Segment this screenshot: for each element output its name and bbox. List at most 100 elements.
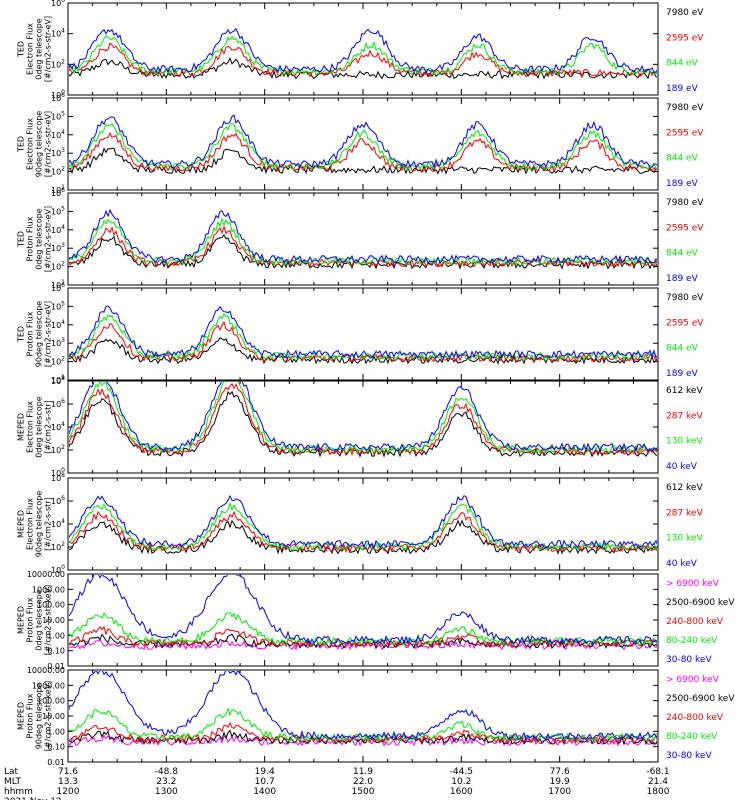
y-tick-label: 100.00 xyxy=(37,601,65,610)
y-tick-label: 103 xyxy=(51,242,65,253)
series-layer xyxy=(69,671,657,747)
legend-entry: 612 keV xyxy=(666,386,703,396)
series-line-7980-ev xyxy=(69,57,657,80)
y-tick-label: 100 xyxy=(51,467,65,478)
x-tick-mlt: 21.4 xyxy=(648,777,668,787)
series-line-30-80-kev xyxy=(69,575,657,645)
series-line-844-ev xyxy=(69,216,657,266)
x-axis-row-label: MLT xyxy=(4,777,22,787)
y-tick-label: 104 xyxy=(51,421,65,432)
x-tick-lat: 77.6 xyxy=(550,767,570,777)
x-tick-hhmm: 1500 xyxy=(352,787,375,797)
series-line-2595-ev xyxy=(69,132,657,173)
series-line-240-800-kev xyxy=(69,721,657,745)
legend-entry: 40 keV xyxy=(666,559,698,569)
panel-4: 101 102 103 104 105 106 TED Proton Flux 90deg te… xyxy=(17,282,705,385)
y-axis-label: MEPED Proton Flux 0deg telescope [#/cm2-s-s… xyxy=(17,585,53,656)
legend-entry: 130 keV xyxy=(666,534,703,544)
x-tick-mlt: 10.2 xyxy=(451,777,471,787)
legend-entry: 2595 eV xyxy=(666,223,704,233)
y-tick-label: 10000.00 xyxy=(27,666,65,675)
y-axis-label-line: [#/cm2-s-str-keV] xyxy=(44,585,53,656)
y-axis-label-line: [#/cm2-s-str-keV] xyxy=(44,681,53,752)
series-layer xyxy=(69,382,657,458)
y-tick-label: 104 xyxy=(51,319,65,330)
y-tick-label: 106 xyxy=(51,495,65,506)
y-axis-label-line: 0deg telescope xyxy=(35,589,44,650)
series-line-189-ev xyxy=(69,305,657,360)
legend-entry: 130 keV xyxy=(666,437,703,447)
y-tick-label: 102 xyxy=(51,541,65,552)
panel-frame xyxy=(67,97,659,191)
x-tick-lat: -44.5 xyxy=(450,767,473,777)
series-line-30-80-kev xyxy=(69,671,657,741)
panel-frame xyxy=(67,287,659,381)
y-tick-label: 106 xyxy=(51,187,65,198)
plot-date: 2021 Nov 12 xyxy=(4,797,62,800)
series-line-189-ev xyxy=(69,27,657,74)
y-axis-label-line: TED xyxy=(17,231,26,248)
y-tick-label: 1.00 xyxy=(47,727,65,736)
panel-frame xyxy=(67,380,659,474)
y-tick-label: 101 xyxy=(51,374,65,385)
panel-3: 101 102 103 104 105 106 TED Proton Flux 0deg tel… xyxy=(17,187,705,290)
y-tick-label: 106 xyxy=(51,92,65,103)
x-tick-lat: 19.4 xyxy=(255,767,275,777)
series-line-844-ev xyxy=(69,34,657,76)
y-axis-label: TED Electron Flux 90deg telescope [#/cm2-s-… xyxy=(17,111,53,178)
y-tick-label: 104 xyxy=(51,129,65,140)
panel-2: 101 102 103 104 105 106 TED Electron Flux 90deg … xyxy=(17,92,705,195)
y-axis-label-line: TED xyxy=(17,136,26,153)
series-line-2595-ev xyxy=(69,320,657,363)
y-tick-label: 0.10 xyxy=(47,743,65,752)
y-axis-label-line: Proton Flux xyxy=(26,693,35,738)
series-line-844-ev xyxy=(69,122,657,171)
x-tick-lat: 11.9 xyxy=(353,767,373,777)
x-tick-lat: 71.6 xyxy=(58,767,78,777)
x-tick-hhmm: 1600 xyxy=(450,787,473,797)
legend-entry: 2500-6900 keV xyxy=(666,598,735,608)
legend-entry: 287 keV xyxy=(666,411,703,421)
series-line-7980-ev xyxy=(69,146,657,175)
x-tick-mlt: 10.7 xyxy=(255,777,275,787)
x-tick-mlt: 22.0 xyxy=(353,777,373,787)
y-axis-label-line: TED xyxy=(17,41,26,58)
y-tick-label: 10000.00 xyxy=(27,570,65,579)
y-axis-label-line: Proton Flux xyxy=(26,216,35,261)
y-tick-label: 105 xyxy=(51,300,65,311)
y-tick-label: 106 xyxy=(51,398,65,409)
x-tick-hhmm: 1300 xyxy=(155,787,178,797)
series-line-189-ev xyxy=(69,208,657,265)
panel-6: 100 102 104 106 108 MEPED Electron Flux 90deg t… xyxy=(17,472,704,575)
legend-entry: 612 keV xyxy=(666,483,703,493)
legend-entry: 2595 eV xyxy=(666,33,704,43)
x-tick-hhmm: 1700 xyxy=(548,787,571,797)
y-tick-label: 100 xyxy=(51,89,65,100)
y-axis-label-line: [#/cm2-s-str] xyxy=(44,400,53,453)
x-tick-lat: -68.1 xyxy=(646,767,669,777)
y-axis-label-line: 90deg telescope xyxy=(35,111,44,178)
y-axis-label-line: Proton Flux xyxy=(26,597,35,642)
legend-entry: 7980 eV xyxy=(666,103,704,113)
panel-1: 100 102 104 106 TED Electron Flux 0deg telesco… xyxy=(17,0,705,100)
legend-entry: 80-240 keV xyxy=(666,636,718,646)
y-tick-label: 104 xyxy=(51,518,65,529)
y-axis-label-line: 90deg telescope xyxy=(35,491,44,558)
y-tick-label: 105 xyxy=(51,205,65,216)
y-axis-label-line: Electron Flux xyxy=(26,498,35,550)
y-tick-label: 0.01 xyxy=(47,662,65,671)
y-axis-label-line: [#/cm2-s-str-eV] xyxy=(44,206,53,272)
y-tick-label: 100 xyxy=(51,564,65,575)
y-axis-label-line: Electron Flux xyxy=(26,23,35,75)
x-tick-hhmm: 1400 xyxy=(253,787,276,797)
y-tick-label: 101 xyxy=(51,184,65,195)
y-axis-label: MEPED Proton Flux 90deg telescope [#/cm2-s-… xyxy=(17,681,53,752)
legend-entry: 2500-6900 keV xyxy=(666,694,735,704)
y-tick-label: 106 xyxy=(51,282,65,293)
y-tick-label: 100.00 xyxy=(37,697,65,706)
y-axis-label: MEPED Electron Flux 90deg telescope [#/cm2-… xyxy=(17,491,53,558)
y-axis-label-line: [#/cm2-s-str] xyxy=(44,497,53,550)
legend-entry: 7980 eV xyxy=(666,293,704,303)
series-line-40-kev xyxy=(69,494,657,550)
legend-entry: 240-800 keV xyxy=(666,713,724,723)
